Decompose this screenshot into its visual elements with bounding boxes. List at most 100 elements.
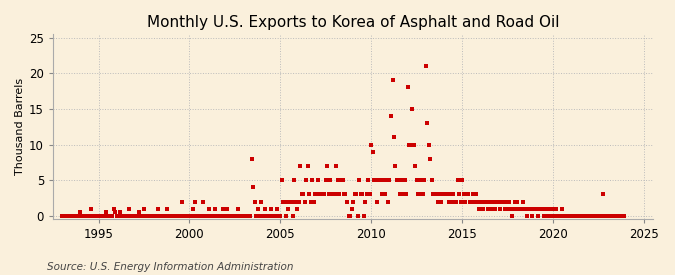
Point [334, 192, 345, 197]
Point [596, 214, 607, 218]
Point [120, 214, 131, 218]
Point [602, 214, 613, 218]
Point [421, 64, 431, 68]
Point [371, 178, 381, 182]
Point [335, 178, 346, 182]
Point [558, 214, 569, 218]
Point [213, 214, 223, 218]
Point [531, 207, 542, 211]
Point [104, 214, 115, 218]
Point [287, 214, 298, 218]
Point [361, 192, 372, 197]
Point [502, 207, 513, 211]
Point [97, 214, 107, 218]
Point [490, 207, 501, 211]
Point [207, 214, 217, 218]
Point [564, 214, 575, 218]
Point [276, 178, 287, 182]
Point [144, 214, 155, 218]
Point [86, 207, 97, 211]
Point [74, 214, 84, 218]
Point [516, 207, 526, 211]
Point [124, 207, 134, 211]
Point [572, 214, 583, 218]
Point [608, 214, 619, 218]
Point [619, 214, 630, 218]
Point [72, 214, 82, 218]
Point [396, 178, 407, 182]
Point [372, 199, 383, 204]
Point [313, 178, 323, 182]
Point [533, 214, 543, 218]
Point [198, 199, 209, 204]
Point [472, 199, 483, 204]
Point [504, 199, 514, 204]
Point [95, 214, 105, 218]
Point [417, 192, 428, 197]
Point [322, 164, 333, 168]
Point [517, 199, 528, 204]
Point [126, 214, 137, 218]
Point [534, 207, 545, 211]
Point [180, 214, 190, 218]
Point [205, 214, 216, 218]
Point [377, 192, 387, 197]
Point [215, 214, 225, 218]
Point [463, 192, 474, 197]
Point [358, 214, 369, 218]
Text: Source: U.S. Energy Information Administration: Source: U.S. Energy Information Administ… [47, 262, 294, 272]
Point [479, 199, 490, 204]
Point [88, 214, 99, 218]
Point [108, 207, 119, 211]
Point [267, 214, 278, 218]
Point [310, 192, 321, 197]
Point [511, 199, 522, 204]
Point [528, 207, 539, 211]
Point [308, 199, 319, 204]
Point [567, 214, 578, 218]
Point [337, 178, 348, 182]
Point [610, 214, 620, 218]
Point [566, 214, 576, 218]
Point [143, 214, 154, 218]
Point [290, 199, 301, 204]
Point [292, 207, 302, 211]
Point [146, 214, 157, 218]
Point [137, 214, 148, 218]
Point [339, 192, 350, 197]
Point [575, 214, 586, 218]
Point [469, 199, 480, 204]
Point [165, 214, 176, 218]
Point [433, 199, 443, 204]
Point [581, 214, 592, 218]
Point [132, 214, 143, 218]
Point [452, 178, 463, 182]
Point [248, 185, 259, 189]
Point [569, 214, 580, 218]
Point [259, 214, 269, 218]
Point [448, 192, 458, 197]
Point [186, 214, 196, 218]
Point [166, 214, 177, 218]
Point [58, 214, 69, 218]
Point [194, 214, 205, 218]
Point [231, 214, 242, 218]
Point [445, 192, 456, 197]
Point [412, 192, 423, 197]
Point [340, 192, 351, 197]
Point [175, 214, 186, 218]
Point [343, 214, 354, 218]
Point [84, 214, 95, 218]
Point [329, 192, 340, 197]
Point [467, 192, 478, 197]
Point [520, 207, 531, 211]
Point [225, 214, 236, 218]
Point [81, 214, 92, 218]
Point [477, 199, 487, 204]
Point [470, 192, 481, 197]
Point [446, 199, 457, 204]
Point [110, 210, 121, 214]
Point [210, 207, 221, 211]
Point [226, 214, 237, 218]
Point [404, 142, 414, 147]
